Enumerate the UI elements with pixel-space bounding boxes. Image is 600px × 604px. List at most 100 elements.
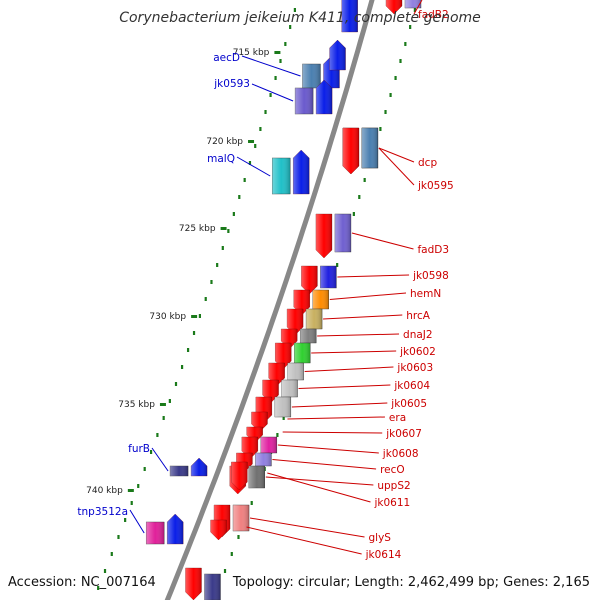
gene-jk0604 bbox=[281, 379, 298, 398]
gene-leader-line bbox=[291, 402, 388, 408]
gene-jk0602 bbox=[294, 342, 311, 364]
gene-leader-line bbox=[311, 350, 397, 354]
tick-dot bbox=[282, 416, 285, 420]
reverse-arrow bbox=[342, 127, 360, 175]
scale-tick bbox=[220, 227, 227, 230]
gene-label-hrcA: hrcA bbox=[406, 310, 431, 322]
backbone-line bbox=[163, 0, 375, 604]
tick-dot bbox=[156, 433, 159, 437]
gene-leader-line bbox=[329, 292, 407, 300]
tick-dot bbox=[124, 518, 127, 522]
tick-dot bbox=[293, 8, 296, 12]
gene-leader-line bbox=[378, 147, 415, 186]
tick-dot bbox=[413, 8, 416, 12]
tick-dot bbox=[404, 42, 407, 46]
gene-hrcA bbox=[305, 308, 323, 330]
gene-leader-line bbox=[282, 431, 383, 434]
tick-dot bbox=[180, 365, 184, 369]
tick-dot bbox=[274, 76, 277, 80]
tick-dot bbox=[230, 552, 233, 556]
tick-dot bbox=[237, 535, 240, 539]
tick-dot bbox=[248, 161, 252, 165]
tick-dot bbox=[149, 450, 153, 454]
gene-label-jk0604: jk0604 bbox=[393, 380, 430, 392]
gene-label-hemN: hemN bbox=[410, 288, 441, 300]
gene-jk0605 bbox=[274, 396, 292, 418]
gene-label-aecD: aecD bbox=[213, 52, 240, 64]
gene-fadB2 bbox=[404, 0, 422, 9]
scale-label: 730 kbp bbox=[149, 312, 186, 322]
tick-dot bbox=[204, 297, 207, 301]
gene-label-dcp: dcp bbox=[418, 157, 437, 169]
gene-label-recO: recO bbox=[380, 464, 405, 476]
gene-leader-line bbox=[265, 476, 374, 486]
gene-label-jk0598: jk0598 bbox=[412, 270, 449, 282]
tick-dot bbox=[216, 263, 219, 267]
gene-label-jk0614: jk0614 bbox=[365, 549, 402, 561]
reverse-arrow bbox=[275, 342, 292, 370]
tick-dot bbox=[352, 212, 355, 216]
tick-dot bbox=[143, 467, 146, 471]
scale-tick bbox=[274, 51, 281, 54]
forward-arrow bbox=[190, 457, 208, 477]
reverse-arrow bbox=[315, 213, 333, 259]
gene-label-jk0595: jk0595 bbox=[417, 180, 454, 192]
gene-glyS bbox=[232, 504, 250, 532]
gene-label-jk0603: jk0603 bbox=[396, 362, 433, 374]
tick-dot bbox=[399, 59, 402, 63]
gene-leader-line bbox=[236, 156, 271, 177]
gene-label-fadB2: fadB2 bbox=[418, 9, 449, 21]
forward-arrow bbox=[167, 513, 184, 545]
tick-dot bbox=[223, 569, 227, 573]
backbone bbox=[163, 0, 375, 604]
reverse-arrow bbox=[185, 567, 202, 601]
gene-label-jk0605: jk0605 bbox=[390, 398, 427, 410]
tick-dot bbox=[198, 314, 202, 318]
tick-dot bbox=[336, 263, 339, 267]
tick-dot bbox=[389, 93, 392, 97]
label-layer: 715 kbp 720 kbp 725 kbp 730 kbp 735 kbp 740 k… bbox=[77, 0, 454, 561]
gene-leader-line bbox=[246, 526, 362, 555]
scale-label: 715 kbp bbox=[233, 48, 270, 58]
gene-leader-line bbox=[277, 444, 379, 454]
gene-jk0608 bbox=[260, 436, 278, 454]
tick-dot bbox=[130, 501, 133, 505]
gene-leader-line bbox=[151, 447, 169, 472]
gene-leader-line bbox=[298, 384, 391, 389]
gene-fadD3 bbox=[334, 213, 352, 253]
tick-dot bbox=[379, 127, 382, 131]
scale-tick bbox=[127, 489, 134, 492]
gene-jk0593 bbox=[294, 87, 314, 115]
gene-jk0603 bbox=[287, 362, 304, 381]
forward-arrow bbox=[341, 0, 358, 33]
left-tick-track bbox=[97, 8, 296, 590]
gene-leader-line bbox=[304, 366, 394, 372]
gene-jk0611 bbox=[231, 461, 248, 491]
gene-leader-line bbox=[413, 0, 423, 15]
gene-label-malQ: malQ bbox=[207, 153, 235, 165]
gene-leader-line bbox=[267, 472, 371, 503]
gene-label-jk0602: jk0602 bbox=[399, 346, 436, 358]
tick-dot bbox=[409, 25, 412, 29]
tick-dot bbox=[103, 569, 107, 573]
gene-leader-line bbox=[317, 333, 400, 337]
tick-dot bbox=[192, 331, 196, 335]
gene-label-jk0611: jk0611 bbox=[373, 497, 410, 509]
tick-dot bbox=[221, 246, 224, 250]
tick-dot bbox=[276, 433, 279, 437]
gene-label-fadD3: fadD3 bbox=[417, 244, 449, 256]
gene-block bbox=[204, 573, 221, 601]
gene-label-era: era bbox=[389, 412, 406, 424]
gene-label-furB: furB bbox=[128, 443, 150, 455]
tick-dot bbox=[110, 552, 113, 556]
scale-label: 735 kbp bbox=[118, 400, 155, 410]
tick-dot bbox=[186, 348, 190, 352]
reverse-arrow bbox=[301, 265, 318, 295]
gene-leader-line bbox=[287, 416, 385, 420]
tick-dot bbox=[250, 501, 253, 505]
tick-dot bbox=[384, 110, 387, 114]
gene-label-dnaJ2: dnaJ2 bbox=[403, 329, 433, 341]
accession-text: Accession: NC_007164 bbox=[8, 575, 156, 590]
